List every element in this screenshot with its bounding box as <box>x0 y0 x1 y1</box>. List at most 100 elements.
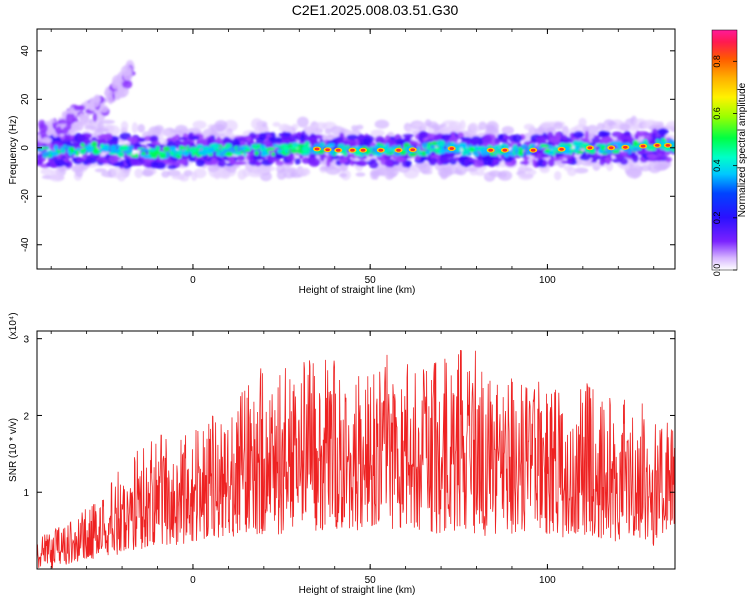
heatmap-band-cell <box>503 135 510 140</box>
heatmap-band-cell <box>351 160 362 165</box>
heatmap-core-cell <box>417 146 421 150</box>
colorbar-tick-label: 0.6 <box>712 107 722 120</box>
heatmap-halo-cell <box>540 121 556 129</box>
heatmap-halo-cell <box>134 168 143 179</box>
heatmap-core-cell <box>282 146 290 151</box>
heatmap-band-cell <box>600 131 611 137</box>
heatmap-core-cell <box>303 145 311 149</box>
heatmap-halo-cell <box>355 172 366 177</box>
heatmap-core-cell <box>183 149 188 153</box>
chart-title: C2E1.2025.008.03.51.G30 <box>291 2 459 18</box>
heatmap-peak <box>314 147 320 151</box>
heatmap-band-cell <box>126 136 138 143</box>
heatmap-halo-cell <box>210 124 226 132</box>
colorbar-tick-label: 0.2 <box>712 212 722 225</box>
heatmap-core-cell <box>589 149 596 153</box>
heatmap-core-cell <box>390 145 398 149</box>
heatmap-band-cell <box>195 159 205 167</box>
heatmap-halo-cell <box>574 167 589 174</box>
heatmap-band-cell <box>254 161 262 167</box>
heatmap-halo-cell <box>305 125 317 134</box>
heatmap-halo-cell <box>518 172 534 181</box>
heatmap-band-cell <box>619 157 629 165</box>
spectrogram-x-tick-label: 100 <box>539 275 556 286</box>
heatmap-halo-cell <box>207 164 220 173</box>
heatmap-core-cell <box>376 152 382 157</box>
heatmap-halo-cell <box>478 121 487 131</box>
heatmap-band-cell <box>76 133 87 143</box>
heatmap-core-cell <box>103 145 110 150</box>
heatmap-core-cell <box>41 151 51 157</box>
heatmap-core-cell <box>574 148 579 154</box>
spectrogram-x-tick-label: 50 <box>365 275 377 286</box>
heatmap-core-cell <box>50 151 59 157</box>
heatmap-peak <box>665 143 671 147</box>
heatmap-core-cell <box>479 148 485 154</box>
heatmap-core-cell <box>189 146 198 153</box>
heatmap-band-cell <box>535 135 547 145</box>
heatmap-core-cell <box>632 140 639 147</box>
heatmap-core-cell <box>259 144 266 148</box>
heatmap-core-cell <box>425 150 431 156</box>
heatmap-band-cell <box>255 137 265 143</box>
heatmap-peak <box>530 148 536 152</box>
heatmap-core-cell <box>178 146 187 150</box>
heatmap-halo-cell <box>193 168 207 179</box>
heatmap-band-cell <box>623 139 629 144</box>
heatmap-core-cell <box>67 149 71 154</box>
heatmap-halo-cell <box>501 126 515 135</box>
heatmap-core-cell <box>128 145 134 150</box>
heatmap-core-cell <box>118 145 128 152</box>
heatmap-core-cell <box>276 149 282 153</box>
heatmap-core-cell <box>206 148 216 153</box>
heatmap-core-cell <box>668 138 674 144</box>
heatmap-core-cell <box>343 151 348 157</box>
heatmap-halo-cell <box>648 124 661 132</box>
heatmap-band-cell <box>651 132 656 139</box>
heatmap-halo-cell <box>356 124 364 130</box>
heatmap-halo-cell <box>131 122 138 134</box>
heatmap-core-cell <box>616 141 622 148</box>
heatmap-band-cell <box>384 159 394 168</box>
heatmap-halo-cell <box>281 166 297 173</box>
heatmap-halo-cell <box>111 166 124 179</box>
heatmap-band-cell <box>611 158 622 163</box>
heatmap-halo-cell <box>137 124 145 133</box>
heatmap-core-cell <box>430 144 436 150</box>
heatmap-core-cell <box>280 143 289 148</box>
heatmap-band-cell <box>450 131 456 137</box>
heatmap-band-cell <box>177 161 185 165</box>
heatmap-band-cell <box>281 132 292 137</box>
heatmap-band-cell <box>402 133 415 138</box>
heatmap-halo-cell <box>290 171 297 177</box>
heatmap-halo-cell <box>84 125 97 131</box>
heatmap-core-cell <box>117 151 125 158</box>
heatmap-core-cell <box>233 151 243 156</box>
heatmap-band-cell <box>138 137 146 143</box>
heatmap-band-cell <box>383 154 391 160</box>
heatmap-core-cell <box>422 142 428 148</box>
heatmap-band-cell <box>357 133 365 143</box>
heatmap-core-cell <box>540 144 549 148</box>
spectrogram-y-tick-label: 0 <box>20 145 31 151</box>
heatmap-core-cell <box>128 148 133 153</box>
heatmap-branch-cell <box>78 112 86 121</box>
heatmap-core-cell <box>607 143 612 146</box>
heatmap-band-cell <box>657 128 669 135</box>
heatmap-core-cell <box>85 145 95 153</box>
heatmap-core-cell <box>595 143 602 147</box>
spectrogram-axes: 0 50 100 -40 -20 0 20 40 <box>20 29 675 286</box>
heatmap-core-cell <box>140 147 149 152</box>
heatmap-band-cell <box>403 137 411 143</box>
heatmap-band-cell <box>75 157 85 162</box>
heatmap-band-cell <box>591 137 601 144</box>
heatmap-core-cell <box>327 143 336 148</box>
heatmap-peak <box>640 144 646 148</box>
heatmap-band-cell <box>300 134 305 143</box>
heatmap-halo-cell <box>330 125 345 135</box>
heatmap-halo-cell <box>596 122 605 131</box>
heatmap-halo-cell <box>40 167 54 175</box>
heatmap-halo-cell <box>566 166 577 177</box>
heatmap-peak <box>410 148 416 152</box>
heatmap-core-cell <box>80 143 86 147</box>
